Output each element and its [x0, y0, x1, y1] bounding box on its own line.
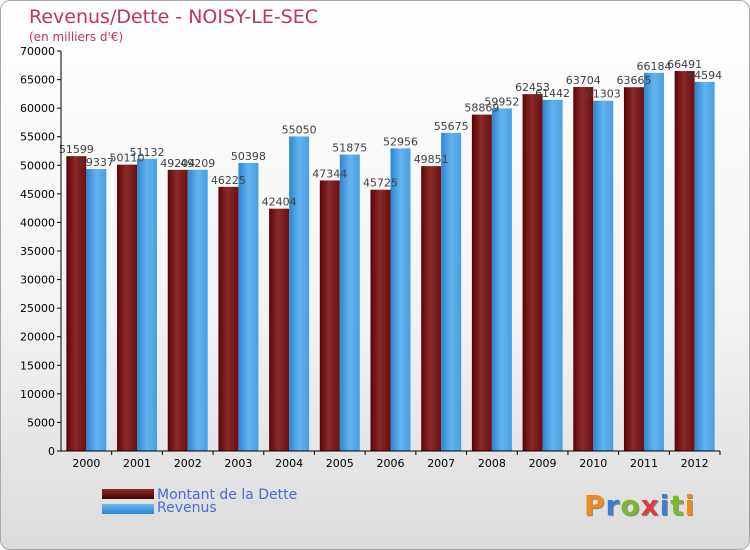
data-label: 52956	[383, 135, 418, 148]
x-tick-label: 2001	[123, 457, 151, 470]
y-tick-label: 10000	[20, 388, 55, 401]
data-label: 64594	[687, 69, 722, 82]
data-label: 66491	[667, 58, 702, 71]
bar-revenus	[491, 108, 512, 451]
data-label: 55675	[434, 120, 469, 133]
data-label: 61303	[586, 88, 621, 101]
proxiti-logo: Proxiti	[584, 489, 696, 522]
data-label: 59952	[484, 95, 519, 108]
y-tick-label: 30000	[20, 274, 55, 287]
data-label: 45725	[363, 177, 398, 190]
x-tick-label: 2002	[174, 457, 202, 470]
y-tick-label: 60000	[20, 102, 55, 115]
y-tick-label: 35000	[20, 245, 55, 258]
y-tick-label: 40000	[20, 216, 55, 229]
legend-swatch-dette	[102, 489, 154, 499]
legend-label-dette: Montant de la Dette	[157, 487, 298, 503]
data-label: 61442	[535, 87, 570, 100]
bar-dette	[269, 208, 290, 451]
x-tick-label: 2003	[224, 457, 252, 470]
data-label: 66184	[636, 60, 671, 73]
bar-revenus	[441, 132, 462, 451]
bar-dette	[421, 166, 442, 451]
bar-dette	[573, 86, 594, 451]
data-label: 47344	[312, 167, 347, 180]
data-label: 51599	[59, 143, 94, 156]
data-label: 42404	[262, 196, 297, 209]
bar-dette	[218, 186, 239, 451]
data-label: 51132	[130, 146, 165, 159]
bar-revenus	[339, 154, 360, 452]
data-label: 46225	[211, 174, 246, 187]
bar-dette	[623, 87, 644, 451]
legend-label-revenus: Revenus	[157, 500, 217, 516]
data-label: 49337	[79, 156, 114, 169]
chart-title: Revenus/Dette - NOISY-LE-SEC	[29, 6, 319, 28]
y-tick-label: 50000	[20, 159, 55, 172]
y-tick-label: 70000	[20, 45, 55, 58]
chart-subtitle: (en milliers d'€)	[29, 30, 124, 44]
data-label: 55050	[282, 123, 317, 136]
y-tick-label: 65000	[20, 74, 55, 87]
y-tick-label: 55000	[20, 131, 55, 144]
bar-revenus	[390, 148, 411, 451]
bar-revenus	[694, 81, 715, 452]
data-label: 50398	[231, 150, 266, 163]
bar-dette	[319, 180, 340, 451]
x-tick-label: 2008	[478, 457, 506, 470]
legend-swatch-revenus	[102, 504, 154, 514]
data-label: 49209	[180, 157, 215, 170]
bar-revenus	[187, 169, 208, 451]
data-label: 63704	[566, 74, 601, 87]
bar-revenus	[137, 158, 158, 451]
bar-revenus	[238, 163, 259, 452]
bar-revenus	[289, 136, 310, 451]
bar-dette	[66, 156, 87, 452]
y-tick-label: 25000	[20, 302, 55, 315]
y-tick-label: 0	[48, 445, 55, 458]
y-tick-label: 15000	[20, 359, 55, 372]
x-tick-label: 2009	[529, 457, 557, 470]
bar-dette	[674, 71, 695, 452]
x-tick-label: 2007	[427, 457, 455, 470]
data-label: 51875	[332, 142, 367, 155]
data-label: 50110	[110, 152, 145, 165]
bar-dette	[117, 164, 138, 451]
x-tick-label: 2005	[326, 457, 354, 470]
y-tick-label: 20000	[20, 331, 55, 344]
bar-dette	[167, 169, 188, 451]
x-tick-label: 2011	[630, 457, 658, 470]
data-label: 49851	[414, 153, 449, 166]
data-label: 58869	[464, 102, 499, 115]
bar-revenus	[643, 72, 664, 451]
x-tick-label: 2006	[377, 457, 405, 470]
data-label: 49204	[160, 157, 195, 170]
x-tick-label: 2000	[72, 457, 100, 470]
data-label: 62453	[515, 81, 550, 94]
bar-revenus	[593, 100, 614, 451]
x-tick-label: 2004	[275, 457, 303, 470]
y-tick-label: 45000	[20, 188, 55, 201]
y-tick-label: 5000	[27, 416, 55, 429]
x-tick-label: 2012	[681, 457, 709, 470]
bar-dette	[370, 189, 391, 451]
x-tick-label: 2010	[579, 457, 607, 470]
bar-dette	[471, 114, 492, 451]
data-label: 63665	[616, 74, 651, 87]
bar-revenus	[86, 169, 107, 451]
bar-dette	[522, 94, 543, 451]
bar-revenus	[542, 99, 563, 451]
